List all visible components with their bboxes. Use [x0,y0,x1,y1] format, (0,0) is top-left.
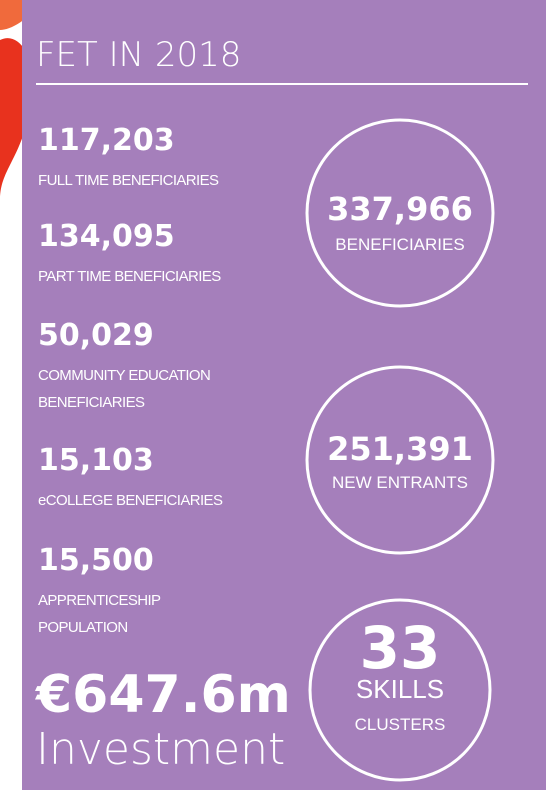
circle-number: 33 [360,614,441,682]
stat-label: PART TIME BENEFICIARIES [38,268,221,285]
stat-label: FULL TIME BENEFICIARIES [38,172,219,189]
stat-label: APPRENTICESHIP [38,592,161,609]
stat-number: 50,029 [38,318,154,353]
circle-label: BENEFICIARIES [335,235,464,254]
stat-label: eCOLLEGE BENEFICIARIES [38,492,223,509]
investment-label: Investment [36,724,285,775]
circle-label: SKILLS [356,674,444,704]
stat-number: 134,095 [38,219,175,254]
circle-number: 337,966 [327,190,473,228]
page: FET IN 2018 117,203 FULL TIME BENEFICIARI… [0,0,546,800]
stat-number: 15,500 [38,543,154,578]
stat-label: BENEFICIARIES [38,394,145,411]
infographic: FET IN 2018 117,203 FULL TIME BENEFICIARI… [0,0,546,800]
stat-number: 117,203 [38,123,175,158]
circle-label: NEW ENTRANTS [332,473,468,492]
stat-label: COMMUNITY EDUCATION [38,367,210,384]
investment-amount: €647.6m [35,665,291,725]
stat-number: 15,103 [38,443,154,478]
circle-number: 251,391 [327,430,473,468]
title: FET IN 2018 [36,35,241,75]
circle-label: CLUSTERS [355,715,446,734]
stat-label: POPULATION [38,619,128,636]
